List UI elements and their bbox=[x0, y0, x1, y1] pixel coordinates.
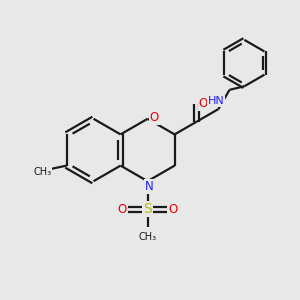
Text: O: O bbox=[169, 203, 178, 216]
Text: O: O bbox=[117, 203, 126, 216]
Text: O: O bbox=[198, 98, 208, 110]
Text: O: O bbox=[149, 111, 159, 124]
Text: CH₃: CH₃ bbox=[139, 232, 157, 242]
Text: N: N bbox=[145, 180, 153, 193]
Text: S: S bbox=[143, 202, 152, 216]
Text: CH₃: CH₃ bbox=[34, 167, 52, 176]
Text: HN: HN bbox=[208, 96, 224, 106]
